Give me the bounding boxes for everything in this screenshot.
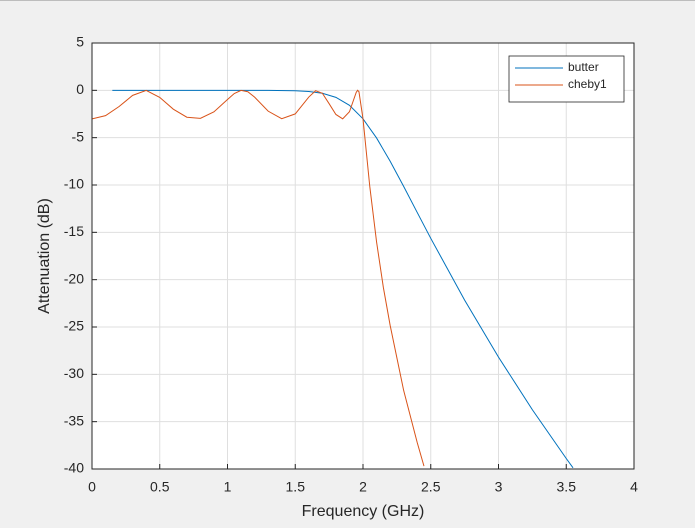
- y-tick-label: -40: [64, 460, 84, 476]
- legend-label: cheby1: [568, 77, 607, 91]
- x-tick-label: 1.5: [286, 479, 306, 495]
- x-tick-label: 0.5: [150, 479, 170, 495]
- x-tick-label: 0: [88, 479, 96, 495]
- series-line: [112, 89, 574, 469]
- y-tick-label: -5: [72, 128, 85, 144]
- y-tick-label: -30: [64, 365, 84, 381]
- series-line: [92, 89, 425, 467]
- x-tick-label: 2: [359, 479, 367, 495]
- y-tick-label: -10: [64, 176, 84, 192]
- y-tick-label: -20: [64, 270, 84, 286]
- legend-label: butter: [568, 60, 599, 74]
- x-tick-label: 1: [224, 479, 232, 495]
- y-tick-label: 0: [76, 81, 84, 97]
- x-tick-label: 4: [630, 479, 638, 495]
- y-axis-label: Attenuation (dB): [36, 198, 53, 314]
- y-tick-label: -35: [64, 412, 84, 428]
- y-tick-label: 5: [76, 34, 84, 50]
- x-tick-label: 3: [495, 479, 503, 495]
- legend-box: [508, 55, 625, 103]
- x-tick-label: 3.5: [557, 479, 577, 495]
- y-tick-label: -25: [64, 318, 84, 334]
- x-tick-label: 2.5: [421, 479, 441, 495]
- x-axis-label: Frequency (GHz): [302, 503, 425, 520]
- y-tick-label: -15: [64, 223, 84, 239]
